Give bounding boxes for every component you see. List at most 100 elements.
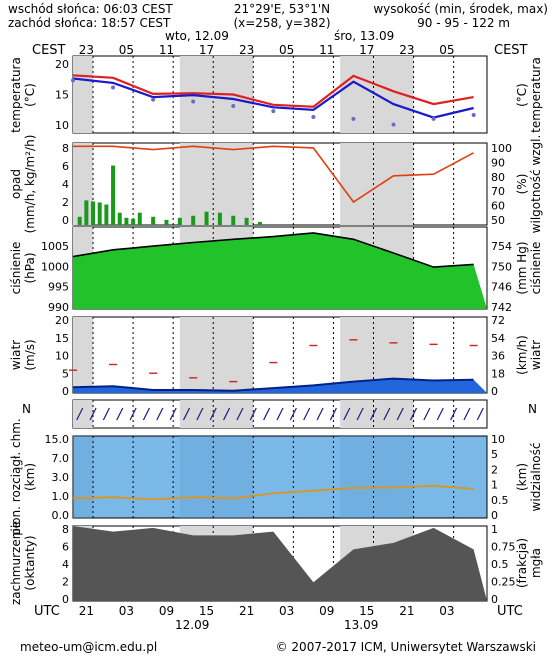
fog-tick-right: 1 [491, 523, 498, 536]
humidity-tick-right: 60 [491, 200, 505, 213]
header: wschód słońca: 06:03 CEST zachód słońca:… [8, 2, 548, 30]
precip-right-label: (%)wilgotność wzgl. [515, 135, 543, 234]
fog-tick-right: 0.5 [491, 558, 509, 571]
cloud-tick-left: 4 [62, 558, 69, 571]
press-right-label-2: ciśnienie [529, 242, 543, 295]
bottom-tz-left: UTC [34, 604, 60, 619]
vis-right-label-2: widzialność [529, 443, 543, 512]
vis-tick-left: 7.0 [52, 452, 70, 465]
wind-right-label-1: (km/h) [515, 335, 529, 375]
temp-tick-left: 15 [55, 89, 69, 102]
night-band [340, 436, 414, 518]
precip-left-label-2: (mm/h, kg/m²/h) [23, 135, 37, 234]
wind-tick-right: 72 [491, 314, 505, 327]
cloud-right-label-2: mgła [529, 548, 543, 578]
cloud-tick-left: 8 [62, 523, 69, 536]
wind-direction-arrow [169, 407, 177, 421]
precip-tick-left: 8 [62, 142, 69, 155]
vis-tick-right: 1 [491, 479, 498, 492]
wind-direction-arrow [223, 407, 231, 421]
precip-bar [77, 216, 82, 225]
wind-tick-right: 36 [491, 350, 505, 363]
wind-tick-right: 54 [491, 332, 505, 345]
bottom-hour-label: 03 [279, 604, 294, 618]
precip-bar [217, 212, 222, 225]
wind-direction-arrow [249, 407, 257, 421]
precip-bar [177, 217, 182, 225]
bottom-tz-right: UTC [497, 604, 523, 619]
day-label-12: wto, 12.09 [165, 29, 229, 43]
wind-tick-left: 10 [55, 350, 69, 363]
dewpoint-dot [271, 109, 276, 114]
wind-direction-arrow [76, 407, 84, 421]
temp-left-label-1: temperatura [9, 57, 23, 133]
top-hour-labels: 23 05 11 17 23 05 11 17 23 05 [79, 43, 455, 57]
cloud-left-label: zachmurzenie(oktanty) [9, 521, 37, 605]
pressure-area [73, 232, 487, 309]
night-band [179, 436, 254, 518]
precip-bar [151, 216, 156, 225]
wind-direction-arrow [182, 407, 191, 421]
winddir-right-n: N [528, 402, 537, 416]
dewpoint-dot [391, 122, 396, 127]
press-right-label-1: (mm Hg) [515, 241, 529, 294]
bottom-hour-label: 15 [199, 604, 214, 618]
dewpoint-dot [471, 113, 476, 118]
vis-left-label-2: (km) [23, 463, 37, 491]
wind-direction-arrow [196, 407, 204, 421]
vis-tick-right: 2 [491, 463, 498, 476]
vis-tick-left: 3.0 [52, 471, 70, 484]
press-left-label-1: ciśnienie [9, 242, 23, 295]
temperature-line [73, 74, 474, 108]
precip-bar [84, 200, 89, 225]
winddir-left-n: N [22, 402, 31, 416]
wind-right-label-2: wiatr [529, 340, 543, 370]
precip-bar [97, 202, 102, 225]
humidity-tick-right: 80 [491, 171, 505, 184]
vis-tick-left: 1.0 [52, 490, 70, 503]
wind-direction-arrow [263, 407, 271, 421]
bottom-hour-labels: 21 03 09 15 21 03 09 15 21 03 [79, 604, 455, 618]
bottom-hour-label: 09 [319, 604, 334, 618]
temp-left-label-2: (°C) [23, 83, 37, 107]
precip-bar [124, 217, 129, 225]
precip-bar [104, 204, 109, 225]
precip-bar [257, 221, 262, 225]
night-band [179, 400, 254, 428]
tick-labels: 2015108642010090807060501005100099599075… [41, 58, 516, 606]
wind-direction-arrow [276, 407, 284, 421]
precip-tick-left: 2 [62, 196, 69, 209]
bottom-hour-label: 15 [359, 604, 374, 618]
dewpoint-dot [311, 114, 316, 119]
wind-direction-arrow [156, 407, 164, 421]
wind-direction-arrow [303, 407, 311, 421]
bottom-day-12: 12.09 [175, 618, 209, 632]
vis-tick-right: 0.5 [491, 494, 509, 507]
bottom-hour-label: 03 [119, 604, 134, 618]
wind-direction-arrow [410, 407, 418, 421]
top-hour-label: 05 [279, 43, 294, 57]
bottom-axis: UTC UTC 21 03 09 15 21 03 09 15 21 03 12.09 13.09 [34, 604, 523, 632]
vis-tick-left: 0.0 [52, 509, 70, 522]
cloud-cover-area [73, 526, 487, 601]
dewpoint-dot [151, 97, 156, 102]
precip-tick-left: 0 [62, 214, 69, 227]
wind-tick-left: 15 [55, 332, 69, 345]
footer-email[interactable]: meteo-um@icm.edu.pl [20, 640, 157, 654]
wind-direction-arrow [129, 407, 137, 421]
humidity-tick-right: 90 [491, 156, 505, 169]
night-band [73, 317, 94, 393]
cloud-right-label-1: (frakcja) [515, 538, 529, 588]
visibility-panel [72, 435, 488, 519]
precip-bar [111, 165, 116, 225]
day-label-13: śro, 13.09 [334, 29, 394, 43]
top-hour-label: 23 [239, 43, 254, 57]
temp-left-label: temperatura(°C) [9, 57, 37, 133]
top-hour-label: 05 [439, 43, 454, 57]
temperature-mid-line [73, 77, 474, 119]
sunset-text: zachód słońca: 18:57 CEST [8, 16, 171, 30]
precip-tick-left: 6 [62, 160, 69, 173]
precip-left-label-1: opad [9, 169, 23, 199]
dewpoint-dot [71, 78, 75, 83]
